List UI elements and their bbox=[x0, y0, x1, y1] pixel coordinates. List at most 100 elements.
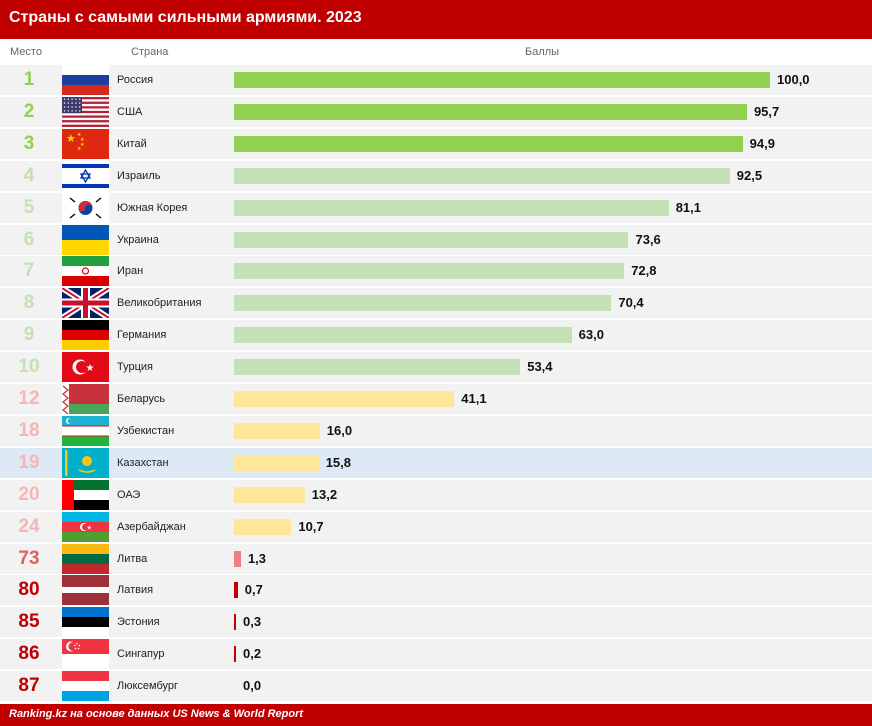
country-label: Китай bbox=[117, 137, 147, 150]
bar bbox=[234, 135, 743, 152]
singapore-flag bbox=[62, 639, 109, 670]
svg-text:★: ★ bbox=[66, 132, 76, 145]
bar bbox=[234, 199, 669, 216]
column-header-score: Баллы bbox=[525, 46, 560, 58]
table-row: 85 Эстония 0,3 bbox=[0, 606, 872, 638]
data-label: 70,4 bbox=[618, 295, 644, 311]
data-label: 94,9 bbox=[749, 135, 775, 151]
table-row: 73 Литва 1,3 bbox=[0, 543, 872, 575]
table-row: 1 Россия 100,0 bbox=[0, 64, 872, 96]
data-label: 0,0 bbox=[243, 678, 262, 694]
bar bbox=[234, 72, 770, 88]
data-label: 81,1 bbox=[675, 199, 701, 215]
row-highlight bbox=[0, 447, 872, 478]
row-background bbox=[0, 607, 872, 638]
bar bbox=[234, 231, 629, 248]
lithuania-flag bbox=[62, 543, 109, 574]
table-row: 7 Иран 72,8 bbox=[0, 255, 872, 287]
bar bbox=[234, 454, 319, 471]
ukraine-flag bbox=[62, 224, 109, 255]
rank-label: 87 bbox=[18, 675, 40, 697]
table-row: 87 Люксембург 0,0 bbox=[0, 670, 872, 702]
row-background bbox=[0, 543, 872, 574]
bar bbox=[234, 359, 521, 376]
luxembourg-flag bbox=[62, 671, 109, 702]
rank-label: 24 bbox=[18, 515, 40, 537]
latvia-flag bbox=[62, 575, 109, 606]
svg-text:★: ★ bbox=[77, 146, 82, 152]
bar bbox=[234, 582, 238, 599]
rank-label: 1 bbox=[23, 69, 35, 90]
table-row: 18 Узбекистан 16,0 bbox=[0, 415, 872, 447]
rank-label: 19 bbox=[18, 451, 40, 473]
rank-label: 3 bbox=[23, 132, 35, 154]
country-label: Турция bbox=[117, 361, 153, 374]
rank-label: 85 bbox=[18, 611, 40, 633]
country-label: Азербайджан bbox=[117, 520, 186, 533]
table-row: 24 ★ Азербайджан 10,7 bbox=[0, 511, 872, 543]
table-row: 4 Израиль 92,5 bbox=[0, 160, 872, 192]
rank-label: 4 bbox=[23, 164, 35, 186]
data-label: 63,0 bbox=[578, 327, 604, 343]
bar bbox=[234, 486, 305, 503]
bar bbox=[234, 550, 241, 567]
germany-flag bbox=[62, 320, 109, 351]
table-row: 19 Казахстан 15,8 bbox=[0, 447, 872, 479]
data-label: 53,4 bbox=[527, 359, 553, 375]
data-label: 0,7 bbox=[244, 582, 263, 598]
azerbaijan-flag: ★ bbox=[62, 511, 109, 542]
svg-text:★: ★ bbox=[80, 142, 85, 148]
rank-label: 7 bbox=[23, 260, 35, 282]
rank-label: 6 bbox=[23, 228, 35, 250]
country-label: ОАЭ bbox=[117, 488, 141, 501]
israel-flag bbox=[62, 160, 109, 191]
data-label: 16,0 bbox=[326, 422, 353, 438]
rank-label: 5 bbox=[23, 196, 35, 218]
country-label: Латвия bbox=[117, 584, 154, 597]
bar bbox=[234, 614, 236, 631]
country-label: Россия bbox=[117, 74, 154, 86]
country-label: Южная Корея bbox=[117, 201, 188, 214]
bar bbox=[234, 103, 747, 120]
country-label: Литва bbox=[117, 552, 148, 565]
svg-text:★: ★ bbox=[86, 363, 95, 374]
table-row: 10 ★ Турция 53,4 bbox=[0, 351, 872, 383]
estonia-flag bbox=[62, 607, 109, 638]
row-background bbox=[0, 479, 872, 510]
column-header-country: Страна bbox=[131, 46, 169, 58]
bar bbox=[234, 391, 455, 407]
column-header-place: Место bbox=[10, 46, 42, 58]
country-label: Великобритания bbox=[117, 297, 202, 310]
uae-flag bbox=[62, 479, 109, 510]
data-label: 13,2 bbox=[311, 486, 338, 502]
kazakhstan-flag bbox=[62, 447, 109, 478]
turkey-flag: ★ bbox=[62, 352, 109, 383]
table-row: 6 Украина 73,6 bbox=[0, 224, 872, 256]
rank-label: 18 bbox=[18, 419, 40, 441]
country-label: США bbox=[117, 105, 143, 118]
row-background bbox=[0, 511, 872, 542]
country-label: Эстония bbox=[117, 616, 160, 629]
data-label: 0,2 bbox=[243, 646, 262, 662]
data-label: 100,0 bbox=[777, 72, 810, 87]
bar bbox=[234, 327, 572, 344]
rank-label: 86 bbox=[18, 643, 40, 665]
data-label: 0,3 bbox=[243, 614, 262, 630]
bar bbox=[234, 518, 292, 535]
russia-flag bbox=[62, 65, 109, 95]
data-label: 41,1 bbox=[461, 391, 487, 406]
bar bbox=[234, 646, 236, 663]
table-row: 3 ★ ★ ★ ★ ★ Китай 94,9 bbox=[0, 128, 872, 160]
rank-label: 12 bbox=[18, 388, 40, 409]
table-row: 20 ОАЭ 13,2 bbox=[0, 479, 872, 511]
country-label: Люксембург bbox=[117, 680, 179, 693]
rank-label: 10 bbox=[18, 356, 40, 378]
data-label: 73,6 bbox=[635, 231, 661, 247]
svg-text:★: ★ bbox=[77, 132, 82, 138]
bar bbox=[234, 167, 730, 184]
belarus-flag bbox=[62, 384, 109, 414]
chart-title: Страны с самыми сильными армиями. 2023 bbox=[9, 9, 362, 26]
country-label: Казахстан bbox=[117, 456, 169, 469]
south-korea-flag bbox=[62, 192, 109, 223]
iran-flag bbox=[62, 256, 109, 287]
